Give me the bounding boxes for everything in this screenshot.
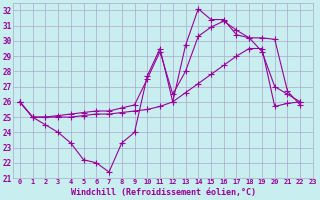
X-axis label: Windchill (Refroidissement éolien,°C): Windchill (Refroidissement éolien,°C) bbox=[71, 188, 256, 197]
